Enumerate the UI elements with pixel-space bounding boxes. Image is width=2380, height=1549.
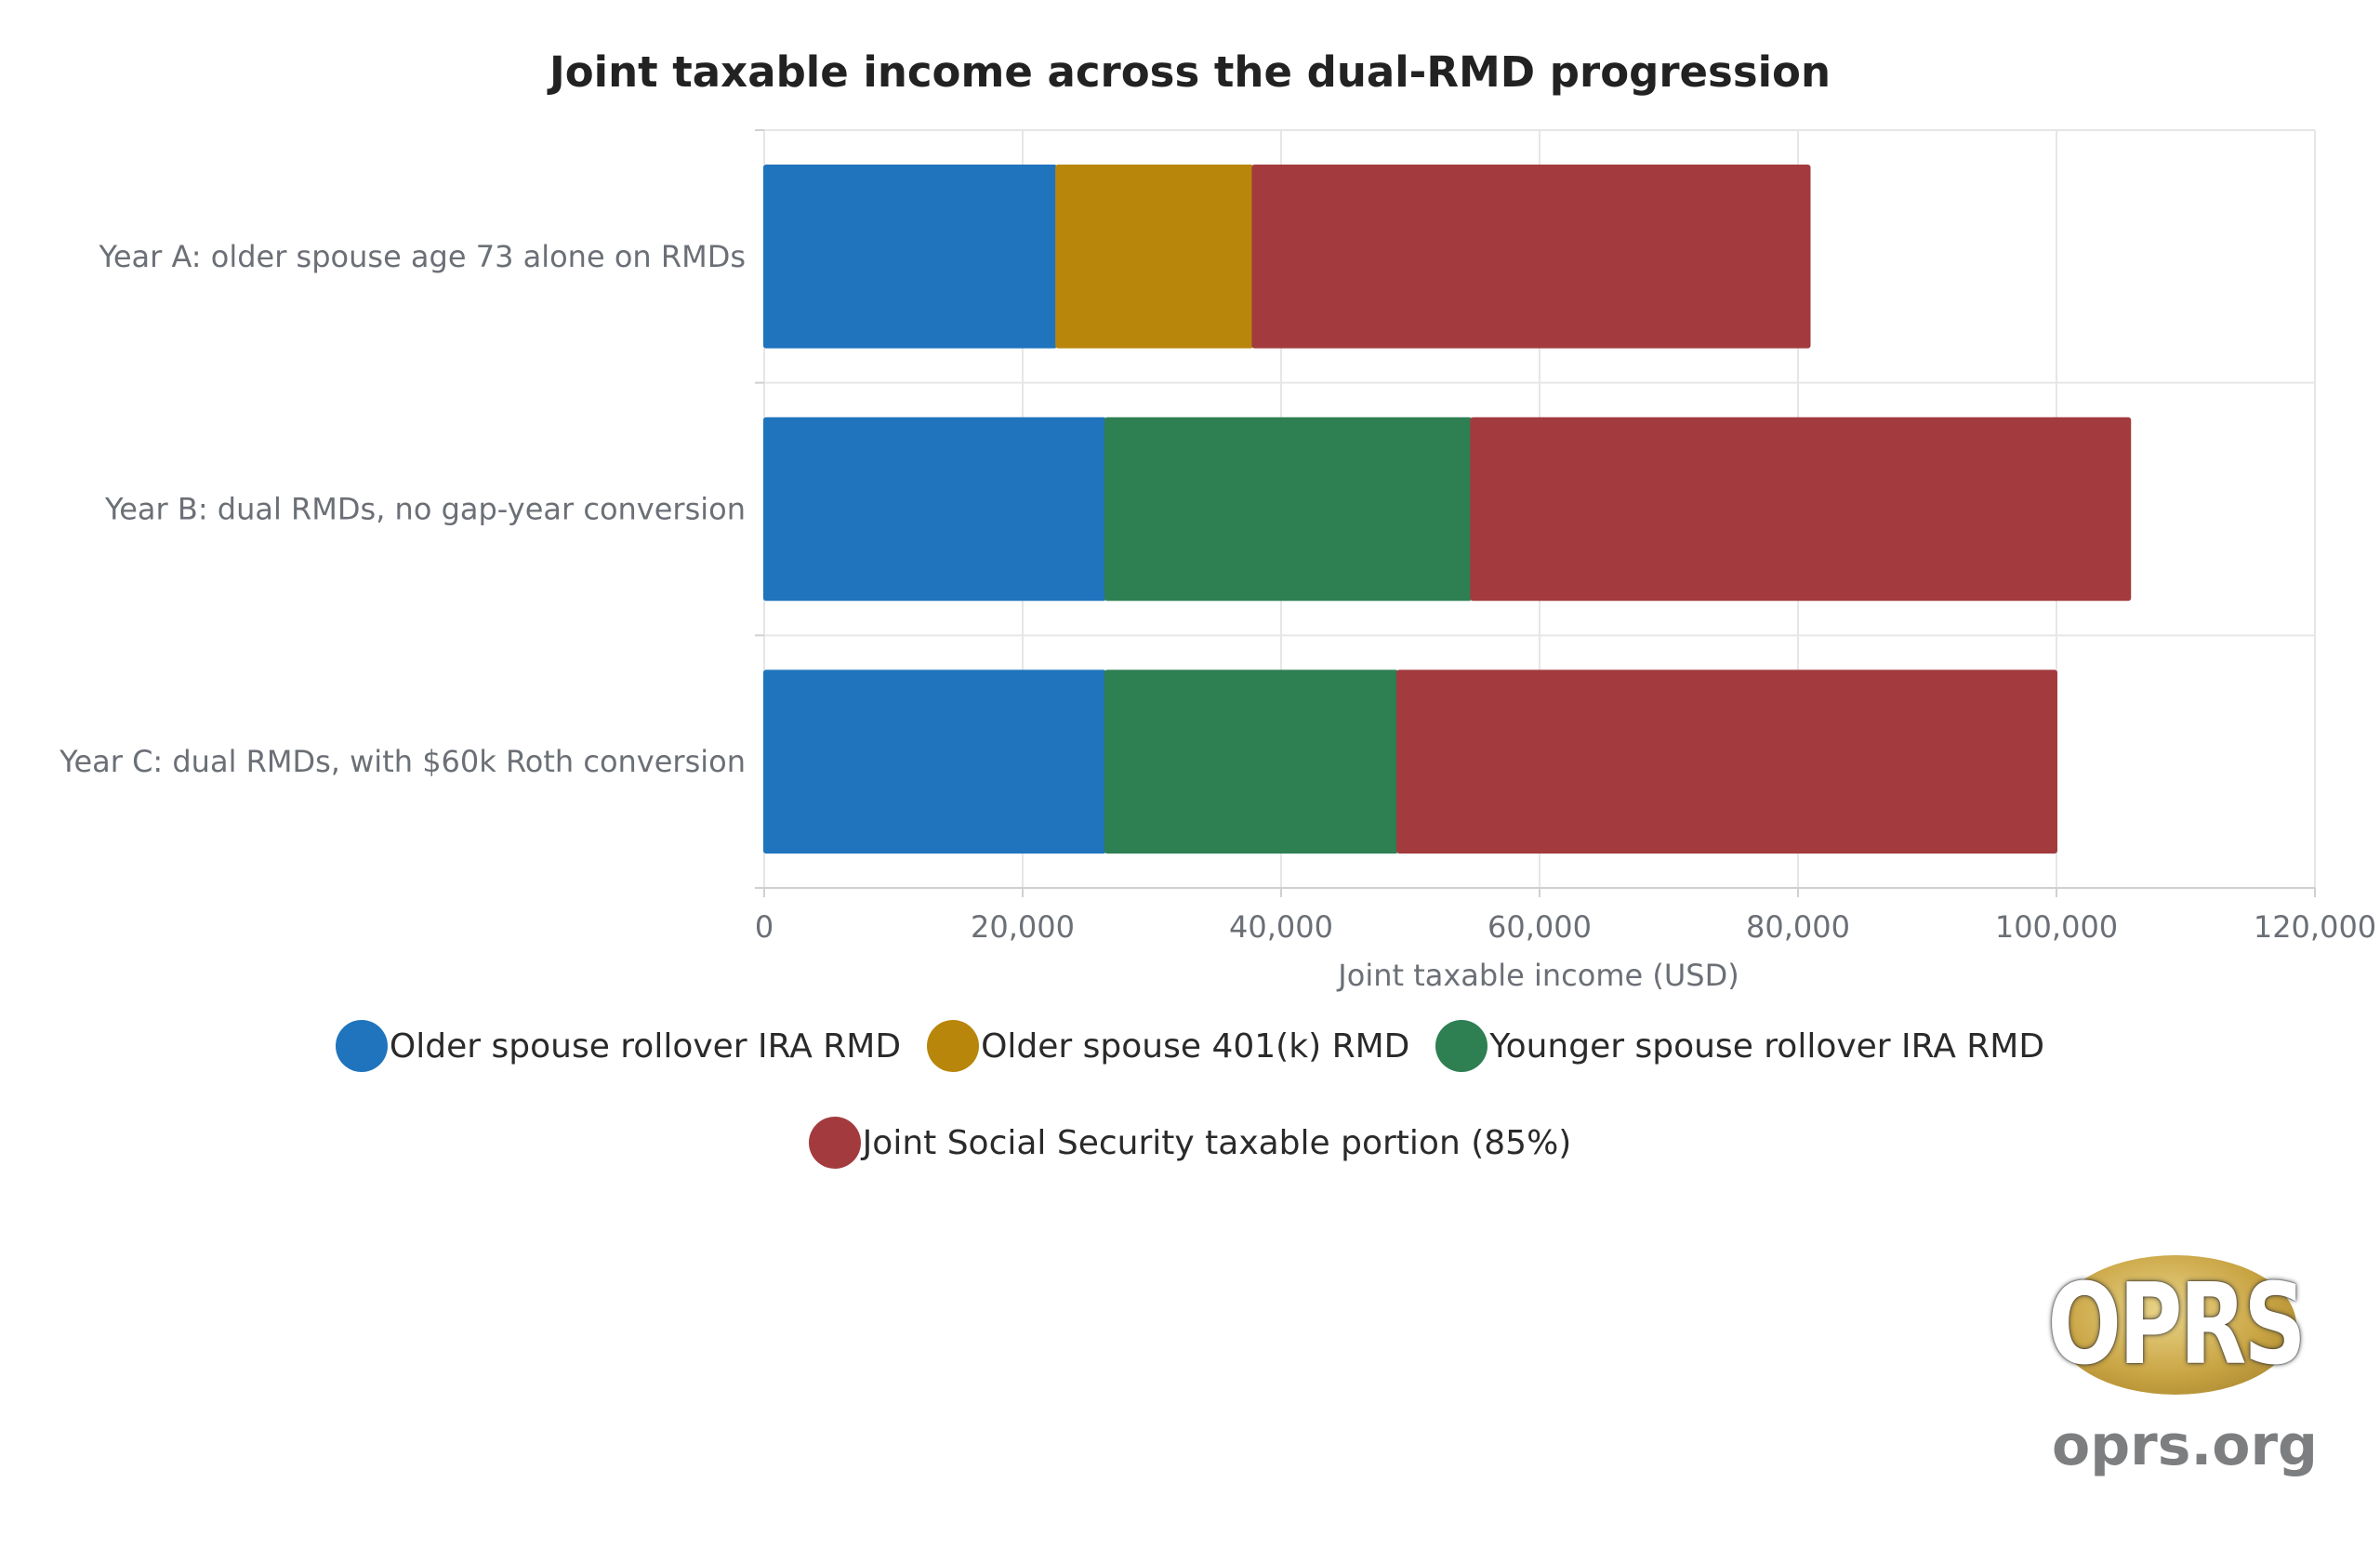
category-label: Year B: dual RMDs, no gap-year conversio…: [104, 492, 746, 527]
legend-label: Younger spouse rollover IRA RMD: [1489, 1026, 2045, 1066]
bar-segment: [763, 669, 1106, 854]
x-tick-label: 0: [755, 909, 774, 945]
x-tick-label: 40,000: [1229, 909, 1333, 945]
x-tick-labels: 0 20,000 40,000 60,000 80,000 100,000 120,000: [755, 909, 2376, 945]
legend-swatch: [927, 1020, 980, 1072]
legend-label: Joint Social Security taxable portion (8…: [862, 1123, 1572, 1162]
bar-segment: [1470, 417, 2132, 602]
chart-title: Joint taxable income across the dual-RMD…: [547, 47, 1831, 97]
bar-segment: [763, 417, 1106, 602]
legend-label: Older spouse 401(k) RMD: [981, 1026, 1410, 1066]
legend-swatch: [335, 1020, 388, 1072]
logo-text: OPRS: [2047, 1260, 2306, 1390]
bars-group: [763, 165, 2132, 854]
x-tick-label: 120,000: [2254, 909, 2376, 945]
legend-swatch: [1435, 1020, 1488, 1072]
legend-label: Older spouse rollover IRA RMD: [389, 1026, 902, 1066]
logo-badge: [2055, 1255, 2296, 1395]
bar-segment: [1055, 165, 1254, 349]
category-label: Year A: older spouse age 73 alone on RMD…: [99, 239, 746, 274]
bar-segment: [1104, 417, 1473, 602]
logo-url: oprs.org: [2051, 1413, 2319, 1478]
legend-swatch: [808, 1117, 861, 1169]
category-labels: Year A: older spouse age 73 alone on RMD…: [59, 239, 746, 779]
chart-svg: Joint taxable income across the dual-RMD…: [59, 47, 2376, 993]
x-tick-label: 100,000: [1995, 909, 2118, 945]
bar-segment: [1251, 165, 1811, 349]
bar-segment: [1396, 669, 2057, 854]
x-axis-title: Joint taxable income (USD): [1336, 958, 1739, 993]
bar-segment: [1104, 669, 1399, 854]
legend: Older spouse rollover IRA RMD Older spous…: [0, 1018, 2380, 1171]
oprs-logo: OPRS oprs.org: [2045, 1246, 2324, 1516]
legend-item: Older spouse rollover IRA RMD: [335, 1018, 902, 1074]
legend-item: Younger spouse rollover IRA RMD: [1435, 1018, 2044, 1074]
x-tick-label: 80,000: [1746, 909, 1850, 945]
category-label: Year C: dual RMDs, with $60k Roth conver…: [59, 744, 746, 779]
legend-item: Joint Social Security taxable portion (8…: [808, 1115, 1572, 1171]
bar-segment: [763, 165, 1058, 349]
x-tick-label: 20,000: [971, 909, 1075, 945]
x-tick-label: 60,000: [1488, 909, 1592, 945]
legend-item: Older spouse 401(k) RMD: [927, 1018, 1409, 1074]
